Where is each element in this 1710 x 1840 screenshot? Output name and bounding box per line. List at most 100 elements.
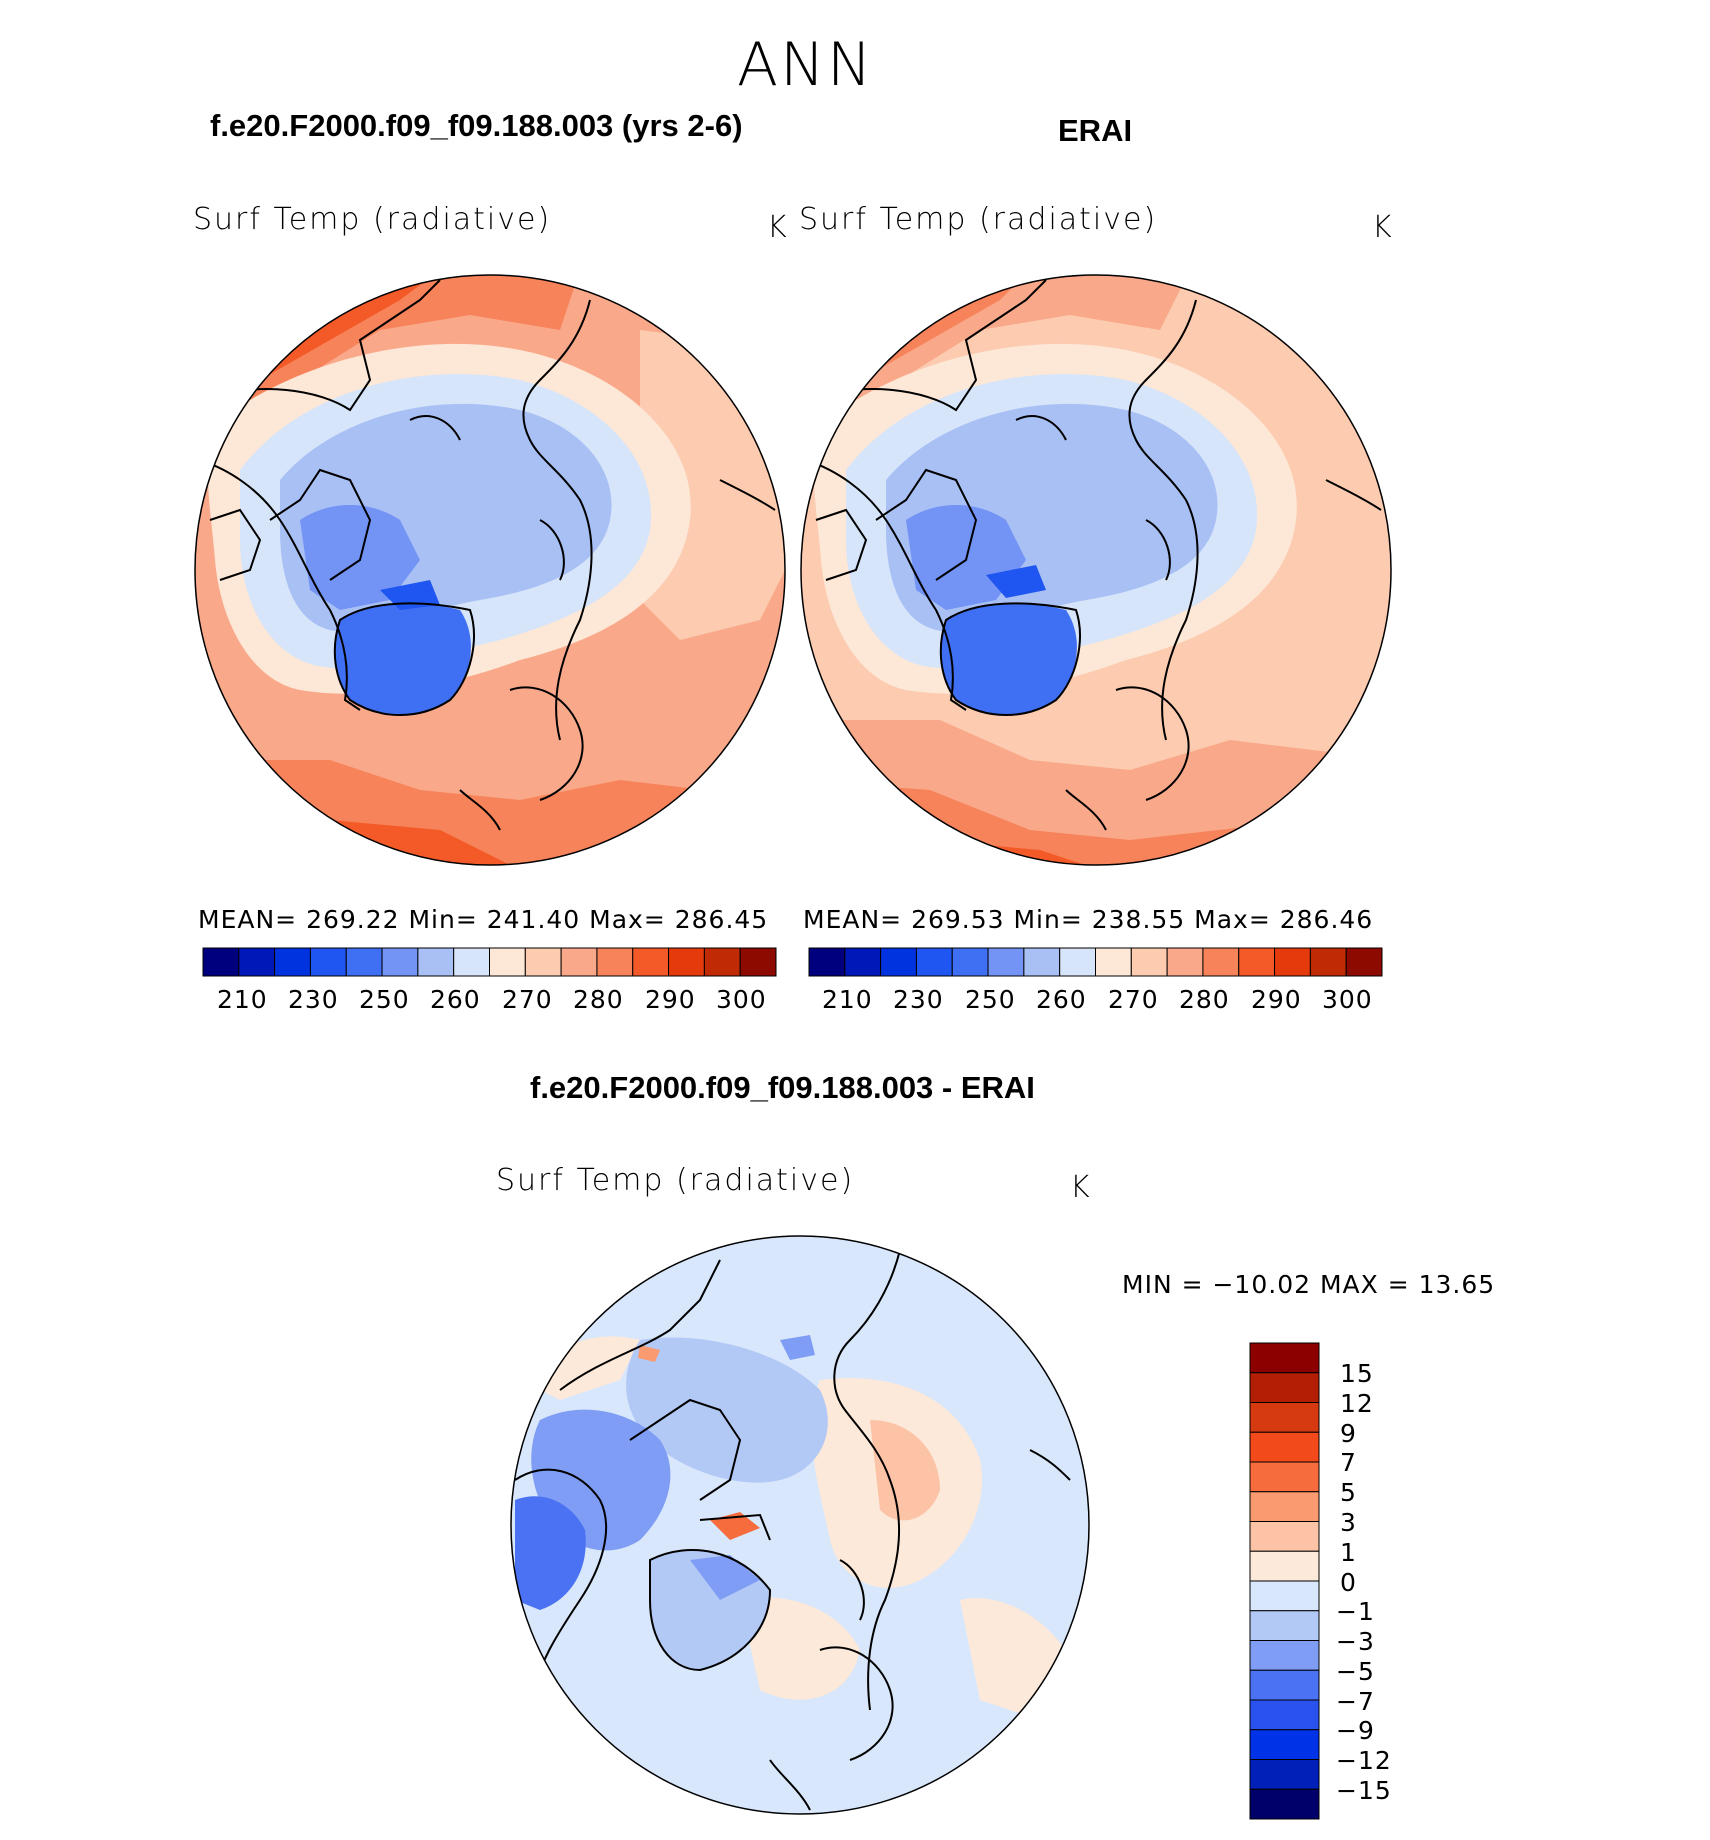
panel3-tick-label: −15	[1336, 1776, 1392, 1805]
panel3-tick-label: 15	[1340, 1359, 1374, 1388]
panel3-tick-label: 5	[1340, 1478, 1357, 1507]
panel3-coastlines	[514, 1249, 1071, 1811]
colorbar-swatch	[1059, 947, 1096, 977]
colorbar-swatch	[1345, 947, 1383, 977]
colorbar-swatch	[1249, 1699, 1320, 1731]
panel3-tick-label: −7	[1336, 1687, 1375, 1716]
colorbar-swatch	[1249, 1550, 1320, 1582]
panel3-tick-label: −1	[1336, 1597, 1375, 1626]
panel1-units: K	[767, 210, 787, 245]
panel1-coastlines	[199, 279, 776, 831]
panel1-colorbar	[202, 947, 777, 977]
panel2-tick-label: 300	[1322, 985, 1373, 1014]
colorbar-swatch	[1249, 1640, 1320, 1671]
colorbar-swatch	[739, 947, 777, 977]
panel1-tick-label: 230	[288, 985, 339, 1014]
panel3-units: K	[1070, 1170, 1090, 1205]
colorbar-swatch	[524, 947, 562, 977]
colorbar-swatch	[596, 947, 634, 977]
panel3-tick-label: 0	[1340, 1568, 1357, 1597]
panel2-tick-label: 210	[822, 985, 873, 1014]
panel2-variable-label: Surf Temp (radiative)	[799, 202, 1158, 237]
colorbar-swatch	[238, 947, 276, 977]
panel3-tick-label: −9	[1336, 1716, 1375, 1745]
colorbar-swatch	[1249, 1759, 1320, 1790]
panel1-tick-label: 210	[217, 985, 268, 1014]
colorbar-swatch	[1249, 1491, 1320, 1522]
colorbar-swatch	[1249, 1729, 1320, 1760]
colorbar-swatch	[1023, 947, 1061, 977]
colorbar-swatch	[915, 947, 953, 977]
colorbar-swatch	[1249, 1669, 1320, 1701]
panel2-tick-label: 250	[965, 985, 1016, 1014]
panel1-tick-label: 250	[359, 985, 410, 1014]
colorbar-swatch	[1202, 947, 1240, 977]
panel3-variable-label: Surf Temp (radiative)	[496, 1163, 855, 1198]
colorbar-swatch	[703, 947, 741, 977]
panel3-contour-fill	[511, 1236, 1089, 1814]
panel1-stats: MEAN= 269.22 Min= 241.40 Max= 286.45	[198, 905, 769, 934]
panel3-tick-label: 3	[1340, 1508, 1357, 1537]
colorbar-swatch	[1249, 1610, 1320, 1641]
panel1-variable-label: Surf Temp (radiative)	[193, 202, 552, 237]
colorbar-swatch	[453, 947, 490, 977]
panel2-coastlines	[805, 279, 1382, 831]
colorbar-swatch	[1249, 1521, 1320, 1552]
colorbar-swatch	[560, 947, 598, 977]
colorbar-swatch	[844, 947, 882, 977]
colorbar-swatch	[1249, 1461, 1320, 1493]
panel3-stats: MIN = −10.02 MAX = 13.65	[1122, 1270, 1496, 1299]
panel3-tick-label: −5	[1336, 1657, 1375, 1686]
colorbar-swatch	[1309, 947, 1347, 977]
colorbar-swatch	[1095, 947, 1132, 977]
panel1-tick-label: 260	[430, 985, 481, 1014]
panel2-stats: MEAN= 269.53 Min= 238.55 Max= 286.46	[803, 905, 1374, 934]
panel3-tick-label: 1	[1340, 1538, 1357, 1567]
panel2-case-title: ERAI	[1058, 113, 1133, 148]
colorbar-swatch	[951, 947, 989, 977]
colorbar-swatch	[202, 947, 240, 977]
colorbar-swatch	[987, 947, 1025, 977]
panel2-tick-label: 280	[1179, 985, 1230, 1014]
panel1-tick-label: 300	[716, 985, 767, 1014]
panel2-tick-label: 230	[893, 985, 944, 1014]
colorbar-swatch	[1130, 947, 1168, 977]
colorbar-swatch	[309, 947, 347, 977]
panel2-tick-label: 270	[1108, 985, 1159, 1014]
panel2-tick-label: 290	[1251, 985, 1302, 1014]
panel3-tick-label: 7	[1340, 1448, 1357, 1477]
colorbar-swatch	[417, 947, 455, 977]
panel1-tick-label: 290	[645, 985, 696, 1014]
colorbar-swatch	[880, 947, 917, 977]
panel2-contour-fill	[801, 275, 1391, 865]
colorbar-swatch	[632, 947, 670, 977]
colorbar-swatch	[1249, 1580, 1320, 1612]
panel1-tick-label: 280	[573, 985, 624, 1014]
colorbar-swatch	[1166, 947, 1204, 977]
panel1-contour-fill	[195, 275, 785, 865]
panel1-map-boundary	[194, 274, 786, 866]
colorbar-swatch	[489, 947, 526, 977]
colorbar-swatch	[1249, 1431, 1320, 1463]
colorbar-swatch	[1249, 1372, 1320, 1403]
panel2-tick-label: 260	[1036, 985, 1087, 1014]
colorbar-swatch	[668, 947, 705, 977]
panel1-case-title: f.e20.F2000.f09_f09.188.003 (yrs 2-6)	[210, 108, 743, 143]
panel3-tick-label: 9	[1340, 1419, 1357, 1448]
season-title: ANN	[737, 30, 874, 100]
panel3-case-title: f.e20.F2000.f09_f09.188.003 - ERAI	[530, 1070, 1035, 1105]
colorbar-swatch	[808, 947, 846, 977]
panel2-colorbar	[808, 947, 1383, 977]
panel1-tick-label: 270	[502, 985, 553, 1014]
colorbar-swatch	[1249, 1788, 1320, 1820]
panel3-tick-label: −3	[1336, 1627, 1375, 1656]
panel3-map-boundary	[510, 1235, 1090, 1815]
panel2-units: K	[1372, 210, 1392, 245]
panel3-tick-label: −12	[1336, 1746, 1392, 1775]
panel3-colorbar	[1249, 1342, 1320, 1820]
colorbar-swatch	[274, 947, 311, 977]
colorbar-swatch	[345, 947, 383, 977]
colorbar-swatch	[381, 947, 419, 977]
colorbar-swatch	[1238, 947, 1276, 977]
colorbar-swatch	[1274, 947, 1311, 977]
